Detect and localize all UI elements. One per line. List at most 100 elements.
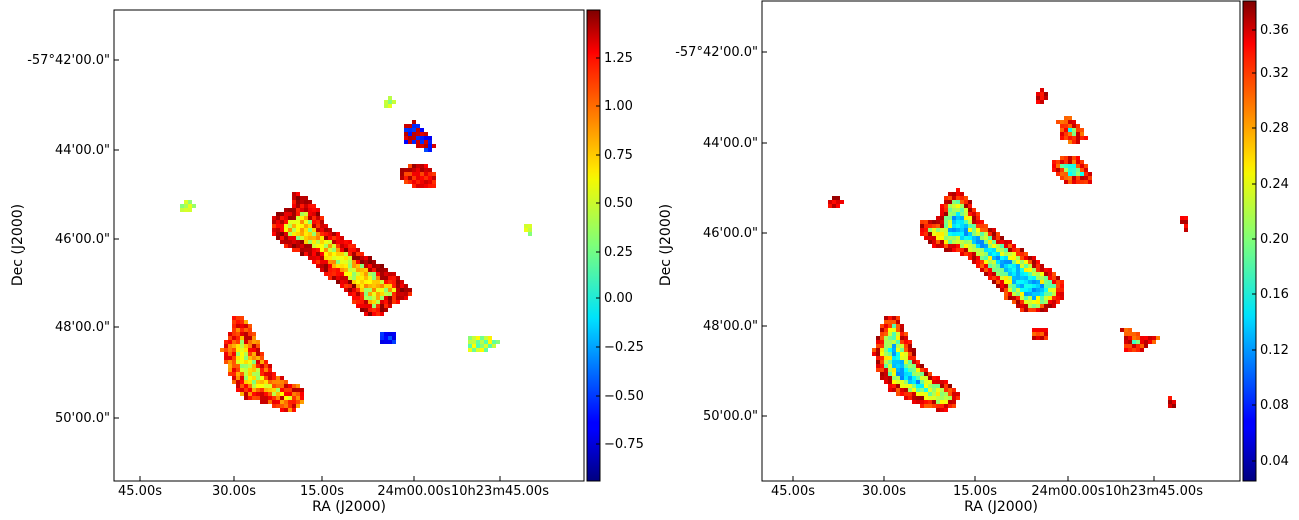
map-pixel <box>424 132 428 136</box>
map-pixel <box>960 200 964 204</box>
map-pixel <box>324 244 328 248</box>
map-pixel <box>228 356 232 360</box>
map-pixel <box>936 376 940 380</box>
map-pixel <box>960 224 964 228</box>
map-pixel <box>1032 280 1036 284</box>
map-pixel <box>936 244 940 248</box>
map-pixel <box>364 308 368 312</box>
map-pixel <box>952 388 956 392</box>
map-pixel <box>1076 140 1080 144</box>
map-pixel <box>300 252 304 256</box>
map-pixel <box>260 396 264 400</box>
map-pixel <box>972 252 976 256</box>
map-pixel <box>1068 136 1072 140</box>
map-pixel <box>276 400 280 404</box>
map-pixel <box>268 392 272 396</box>
map-pixel <box>264 380 268 384</box>
map-pixel <box>984 256 988 260</box>
map-pixel <box>240 344 244 348</box>
y-tick-label: 48'00.0" <box>703 319 758 334</box>
map-pixel <box>1036 288 1040 292</box>
map-pixel <box>292 232 296 236</box>
map-pixel <box>236 380 240 384</box>
map-pixel <box>324 240 328 244</box>
map-pixel <box>364 272 368 276</box>
map-pixel <box>300 228 304 232</box>
map-pixel <box>892 380 896 384</box>
map-pixel <box>1068 172 1072 176</box>
map-pixel <box>244 368 248 372</box>
map-pixel <box>340 244 344 248</box>
map-pixel <box>316 216 320 220</box>
map-pixel <box>944 392 948 396</box>
map-pixel <box>916 388 920 392</box>
map-pixel <box>476 348 480 352</box>
colorbar-tick-labels: 1.251.000.750.500.250.00−0.25−0.50−0.75 <box>596 51 644 452</box>
map-pixel <box>232 344 236 348</box>
map-pixel <box>960 236 964 240</box>
map-pixel <box>360 264 364 268</box>
map-pixel <box>256 384 260 388</box>
map-pixel <box>1056 276 1060 280</box>
map-pixel <box>1072 160 1076 164</box>
map-pixel <box>972 208 976 212</box>
map-pixel <box>932 392 936 396</box>
map-pixel <box>292 236 296 240</box>
map-pixel <box>408 180 412 184</box>
map-pixel <box>924 388 928 392</box>
map-pixel <box>384 308 388 312</box>
map-pixel <box>1156 336 1160 340</box>
map-pixel <box>920 392 924 396</box>
map-pixel <box>1020 276 1024 280</box>
map-pixel <box>892 344 896 348</box>
map-pixel <box>980 248 984 252</box>
map-pixel <box>1128 336 1132 340</box>
map-pixel <box>972 224 976 228</box>
map-pixel <box>268 380 272 384</box>
map-pixel <box>1036 292 1040 296</box>
map-pixel <box>1008 244 1012 248</box>
map-pixel <box>1076 156 1080 160</box>
map-pixel <box>944 196 948 200</box>
map-pixel <box>1032 264 1036 268</box>
map-pixel <box>968 252 972 256</box>
map-pixel <box>320 232 324 236</box>
map-pixel <box>356 288 360 292</box>
map-pixel <box>244 384 248 388</box>
map-pixel <box>368 296 372 300</box>
map-pixel <box>392 340 396 344</box>
map-pixel <box>388 276 392 280</box>
map-pixel <box>888 316 892 320</box>
map-pixel <box>360 292 364 296</box>
map-pixel <box>1036 336 1040 340</box>
map-pixel <box>392 292 396 296</box>
map-pixel <box>1040 292 1044 296</box>
map-pixel <box>956 196 960 200</box>
map-pixel <box>420 172 424 176</box>
map-pixel <box>376 284 380 288</box>
y-tick-label: 44'00.0" <box>55 143 110 158</box>
map-pixel <box>908 356 912 360</box>
colorbar-tick-label: 0.28 <box>1260 121 1289 136</box>
map-pixel <box>284 396 288 400</box>
map-pixel <box>960 232 964 236</box>
map-pixel <box>280 212 284 216</box>
map-pixel <box>944 200 948 204</box>
map-pixel <box>372 308 376 312</box>
map-pixel <box>256 360 260 364</box>
map-pixel <box>1072 156 1076 160</box>
map-pixel <box>400 284 404 288</box>
map-pixel <box>900 336 904 340</box>
map-pixel <box>932 396 936 400</box>
map-pixel <box>292 408 296 412</box>
map-pixel <box>1052 160 1056 164</box>
map-pixel <box>884 324 888 328</box>
map-pixel <box>912 364 916 368</box>
y-tick-label: -57°42'00.0" <box>675 45 758 60</box>
map-pixel <box>1064 124 1068 128</box>
map-pixel <box>320 224 324 228</box>
map-pixel <box>1140 340 1144 344</box>
map-pixel <box>972 228 976 232</box>
map-pixel <box>336 276 340 280</box>
map-pixel <box>900 344 904 348</box>
